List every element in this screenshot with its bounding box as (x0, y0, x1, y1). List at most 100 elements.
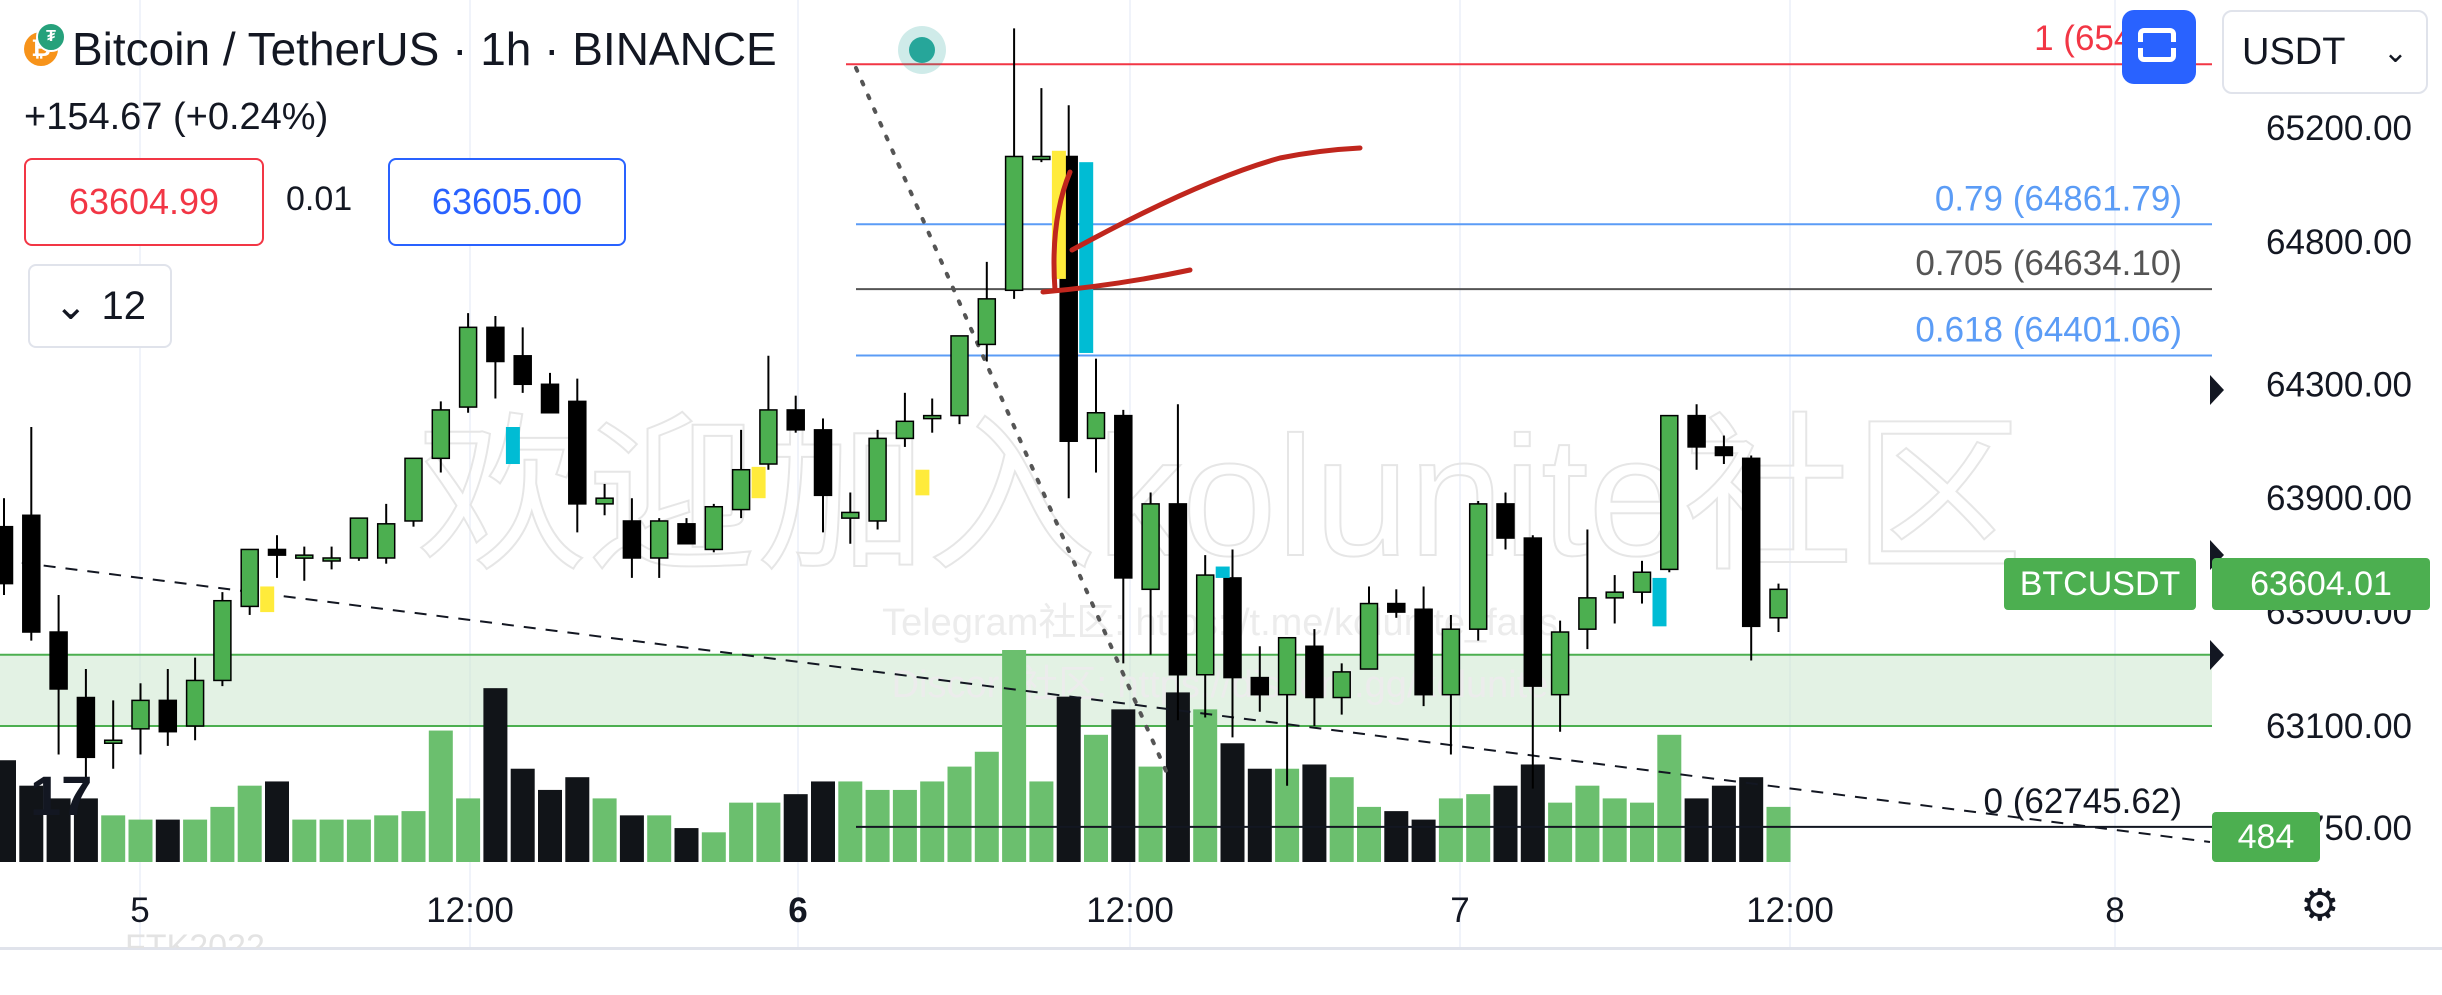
candle-body (1660, 414, 1679, 571)
candle-body (1632, 571, 1652, 593)
volume-bar (729, 802, 754, 862)
candle-body (322, 557, 341, 562)
candle-body (731, 468, 751, 511)
candle (841, 492, 860, 544)
fib-anchor-dot[interactable] (909, 37, 935, 63)
candle-body (1004, 155, 1024, 292)
volume-bar (920, 781, 945, 862)
volume-bar (565, 777, 590, 862)
candle (1359, 586, 1379, 670)
fib-retracement: 1 (65424.0.79 (64861.79)0.705 (64634.10)… (846, 19, 2212, 828)
candle-body (22, 514, 41, 633)
candle (1250, 646, 1270, 712)
candle-body (841, 511, 860, 519)
time-tick-label: 6 (788, 891, 807, 930)
signal-marker (1652, 577, 1667, 627)
candle (1741, 455, 1761, 661)
symbol-title: Bitcoin / TetherUS · 1h · BINANCE (72, 23, 777, 75)
time-tick-label: 12:00 (426, 891, 514, 930)
volume-bar (428, 730, 453, 862)
volume-bar (1357, 806, 1381, 862)
bottom-toolbar[interactable] (0, 948, 2442, 992)
candle-body (786, 409, 805, 431)
descending-trendline[interactable] (0, 559, 2211, 843)
candle (1605, 575, 1624, 624)
volume-bar (1766, 806, 1791, 862)
symbol-price-label: BTCUSDT (2004, 558, 2196, 610)
candle (103, 700, 123, 769)
candle (786, 395, 805, 433)
candle-body (1578, 597, 1597, 630)
volume-bar (1302, 764, 1327, 862)
volume-bar (210, 806, 235, 862)
candle (1660, 414, 1679, 573)
candle (295, 546, 314, 581)
symbol-header[interactable]: ₿₮ Bitcoin / TetherUS · 1h · BINANCE (24, 22, 777, 76)
chevron-down-icon: ⌄ (2382, 35, 2408, 69)
candle-body (0, 525, 14, 585)
candle-body (185, 679, 205, 727)
candle (213, 592, 232, 687)
zone-fill (0, 654, 2212, 726)
candle-body (1387, 602, 1406, 613)
sell-button[interactable]: 63604.99 (24, 158, 264, 246)
candle-body (1605, 591, 1624, 599)
volume-bar (73, 798, 98, 862)
volume-bar (1165, 692, 1190, 862)
candle-body (622, 520, 642, 559)
volume-bar (101, 815, 126, 862)
volume-bar (783, 794, 808, 862)
candle (1496, 492, 1515, 550)
fib-trendline[interactable] (854, 66, 1172, 782)
candle (322, 546, 341, 570)
hand-drawn-arrow[interactable] (1040, 145, 1363, 295)
candle-body (1359, 602, 1379, 670)
candle (1387, 589, 1406, 618)
fib-label: 0.79 (64861.79) (1935, 179, 2182, 218)
candle-body (759, 409, 778, 465)
fib-label: 0.705 (64634.10) (1915, 244, 2182, 283)
price-tick-label: 64800.00 (2266, 223, 2412, 262)
volume-bar (401, 811, 426, 862)
volume-bar (46, 798, 71, 862)
candle (1632, 560, 1652, 604)
volume-bar (1657, 734, 1682, 862)
time-tick-label: 8 (2105, 891, 2124, 930)
candle-body (1523, 537, 1543, 687)
signal-marker (751, 466, 766, 499)
candle (704, 503, 724, 553)
candle (158, 669, 178, 746)
candle (868, 429, 887, 530)
candle (1223, 549, 1242, 738)
volume-bar (292, 819, 317, 862)
volume-bar (1711, 785, 1736, 862)
volume-bar (1329, 777, 1354, 862)
volume-bar (647, 815, 672, 862)
buy-button[interactable]: 63605.00 (388, 158, 626, 246)
candle-body (158, 699, 178, 733)
candle-body (1441, 628, 1461, 696)
signal-marker (260, 586, 275, 613)
indicators-toggle[interactable]: ⌄ 12 (28, 264, 172, 348)
trend-lines (0, 66, 2211, 843)
candle-body (76, 696, 96, 759)
volume-bar (674, 828, 699, 862)
candle-body (295, 554, 314, 559)
screenshot-icon[interactable] (2122, 10, 2196, 84)
gear-icon[interactable]: ⚙ (2300, 881, 2340, 930)
candle-body (1114, 414, 1133, 579)
current-price-label: 63604.01 (2212, 558, 2430, 610)
currency-select[interactable]: USDT ⌄ (2222, 10, 2428, 94)
candle (458, 313, 478, 413)
candle (1550, 620, 1570, 732)
candle-body (1714, 446, 1734, 457)
volume-bar (510, 768, 535, 862)
candles (0, 28, 1788, 789)
volume-logo: 17 (30, 764, 92, 827)
candle (895, 392, 915, 447)
candle-body (649, 520, 669, 559)
volume-bar (1029, 781, 1054, 862)
candle-body (103, 739, 123, 744)
